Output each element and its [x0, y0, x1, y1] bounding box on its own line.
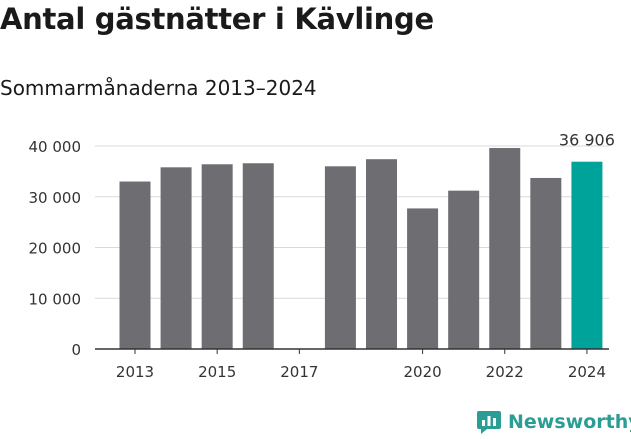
brand-logo[interactable]: Newsworthy: [476, 409, 631, 435]
newsworthy-chart-logo-icon: [477, 411, 501, 434]
x-tick-label: 2015: [198, 363, 236, 381]
bar-2016: [242, 163, 274, 349]
y-tick-label: 0: [71, 341, 81, 359]
chart-subtitle: Sommarmånaderna 2013–2024: [0, 76, 317, 100]
brand-name: Newsworthy: [508, 411, 631, 433]
y-tick-label: 10 000: [29, 290, 82, 308]
bar-2021: [448, 190, 480, 349]
y-tick-label: 40 000: [29, 138, 82, 156]
bar-2022: [489, 148, 521, 349]
x-tick-label: 2020: [403, 363, 441, 381]
x-tick-label: 2022: [486, 363, 524, 381]
bar-2018: [324, 166, 356, 349]
y-tick-label: 20 000: [29, 240, 82, 258]
y-tick-label: 30 000: [29, 189, 82, 207]
bar-2019: [366, 159, 397, 349]
x-tick-label: 2013: [116, 363, 154, 381]
bar-2024: [571, 161, 603, 349]
bar-2013: [119, 181, 151, 349]
bar-2014: [160, 167, 192, 349]
data-label: 36 906: [559, 131, 615, 150]
bar-2015: [201, 164, 233, 349]
x-tick-label: 2024: [568, 363, 606, 381]
bar-2020: [407, 208, 439, 349]
x-tick-label: 2017: [280, 363, 318, 381]
chart-title: Antal gästnätter i Kävlinge: [0, 2, 434, 36]
bar-2023: [530, 177, 562, 349]
